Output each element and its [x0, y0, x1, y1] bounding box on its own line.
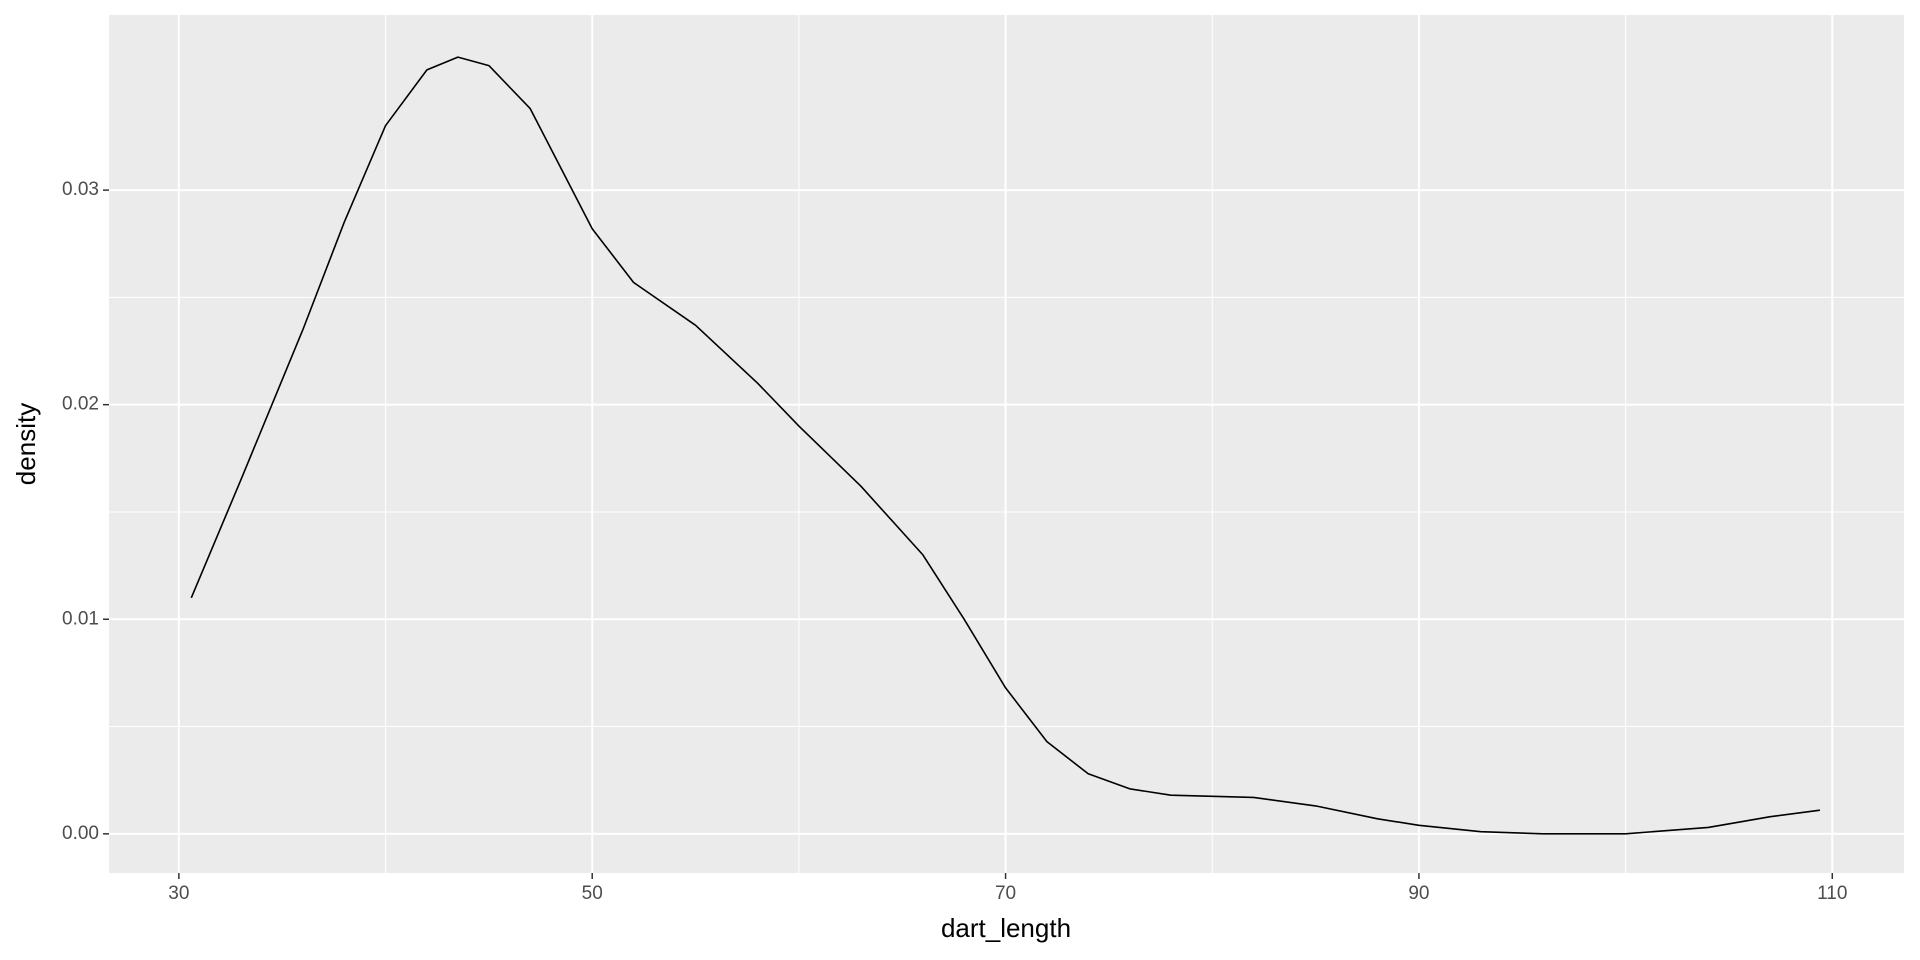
x-tick-label: 70	[995, 883, 1016, 904]
x-tick-label: 90	[1408, 883, 1429, 904]
y-axis-title: density	[11, 403, 41, 485]
y-tick-label: 0.03	[62, 179, 99, 200]
y-tick-label: 0.00	[62, 823, 99, 844]
y-tick-label: 0.02	[62, 394, 99, 415]
y-tick-label: 0.01	[62, 608, 99, 629]
x-tick-label: 30	[168, 883, 189, 904]
x-axis-title: dart_length	[941, 913, 1071, 943]
x-tick-label: 50	[582, 883, 603, 904]
x-tick-label: 110	[1817, 883, 1847, 904]
density-line	[190, 56, 1821, 835]
